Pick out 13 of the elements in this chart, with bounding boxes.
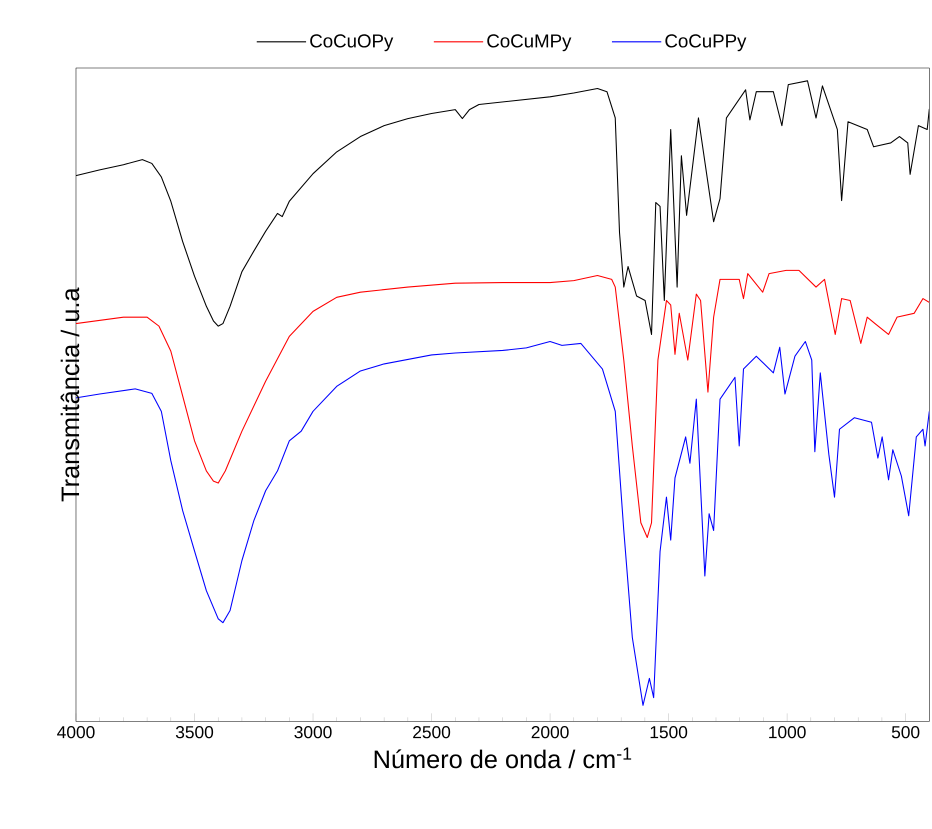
x-tick-label: 1000 [769,726,806,738]
x-tick-label: 3500 [176,726,214,738]
legend-label: CoCuPPy [665,34,746,52]
x-tick-label: 1500 [650,726,688,738]
legend-label: CoCuOPy [310,34,394,52]
x-tick-label: 4000 [57,726,95,738]
y-axis-title: Transmitância / u.a [60,287,80,502]
x-tick-label: 2500 [413,726,450,738]
x-tick-label: 3000 [294,726,332,738]
x-tick-label: 2000 [532,726,569,738]
x-axis-title: Número de onda / cm$^{-1}$ [374,747,632,768]
x-tick-label: 500 [892,726,920,738]
legend-label: CoCuMPy [487,34,572,52]
